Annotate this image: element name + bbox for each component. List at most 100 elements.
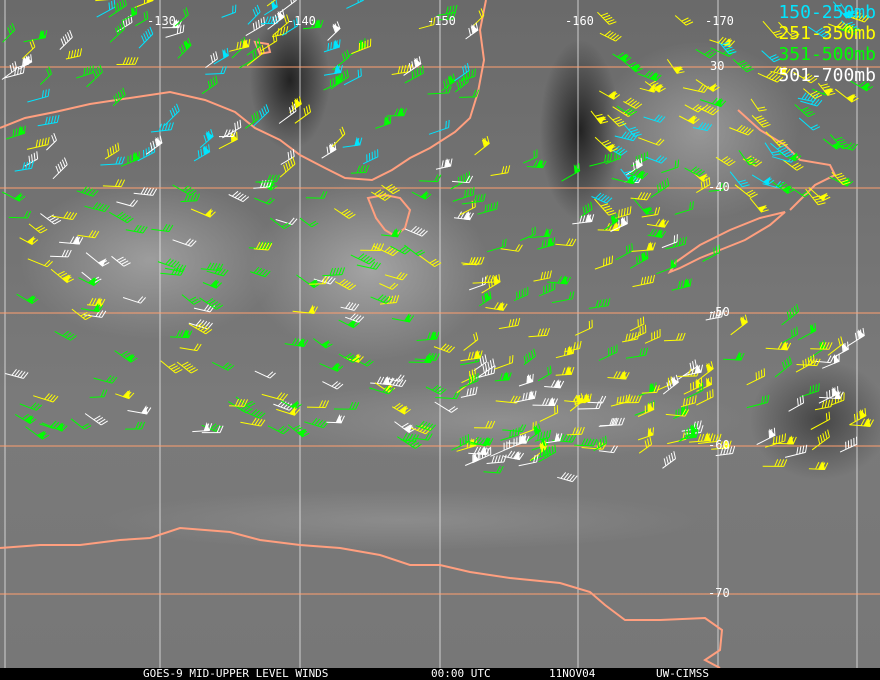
wind-barb: [831, 171, 851, 186]
wind-barb: [23, 29, 48, 43]
wind-barb: [121, 6, 138, 22]
wind-barb: [833, 142, 858, 151]
wind-barb: [350, 165, 370, 174]
wind-barb: [138, 26, 154, 49]
wind-barb: [692, 122, 713, 132]
wind-barb: [472, 446, 492, 464]
wind-barb: [404, 244, 426, 257]
wind-barb: [264, 0, 279, 16]
wind-barb: [751, 115, 771, 128]
wind-barb: [384, 271, 408, 281]
wind-barb: [37, 114, 60, 127]
wind-barb: [459, 373, 479, 389]
antarctica-coast: [0, 526, 724, 668]
wind-barb: [116, 57, 139, 65]
wind-barb: [599, 30, 622, 42]
wind-barb: [125, 421, 146, 430]
wind-barb: [454, 74, 469, 93]
wind-barb: [468, 436, 494, 446]
wind-barb: [778, 152, 802, 162]
wind-barb: [490, 165, 511, 176]
wind-barb: [381, 228, 402, 238]
wind-barb: [370, 294, 392, 304]
wind-barb: [248, 241, 273, 250]
wind-barb: [718, 42, 737, 55]
wind-barb: [15, 413, 37, 425]
wind-barb: [19, 235, 39, 246]
legend-150-250mb: 150-250mb: [778, 2, 876, 23]
wind-barb: [610, 394, 631, 407]
wind-barb: [751, 174, 775, 186]
wind-barb: [810, 341, 833, 350]
wind-barb: [729, 171, 750, 188]
wind-barb: [109, 211, 134, 224]
wind-barb: [304, 418, 329, 429]
wind-barb: [294, 104, 311, 124]
wind-barb: [229, 398, 248, 407]
wind-barb: [828, 21, 854, 32]
wind-barb: [133, 187, 158, 196]
wind-barb: [532, 396, 559, 407]
wind-barb: [674, 201, 694, 215]
wind-barb: [323, 64, 343, 76]
wind-barb: [641, 385, 660, 394]
wind-barb: [794, 104, 816, 118]
wind-barb: [188, 322, 213, 335]
wind-barb: [614, 131, 639, 142]
wind-barb: [623, 97, 643, 109]
wind-barb: [40, 213, 62, 225]
wind-barb: [16, 293, 39, 305]
wind-barb: [89, 389, 108, 398]
wind-barb: [211, 361, 235, 371]
wind-barb: [591, 192, 613, 204]
wind-barb: [418, 17, 436, 30]
wind-barb: [386, 107, 408, 117]
wind-barb: [33, 393, 59, 403]
wind-barb: [83, 309, 107, 318]
wind-barb: [78, 276, 100, 287]
longitude-label: -130: [147, 14, 176, 28]
wind-barb: [172, 238, 197, 247]
wind-barb: [822, 353, 840, 369]
wind-barb: [150, 122, 174, 133]
wind-barb: [333, 401, 360, 410]
wind-barb: [330, 69, 349, 90]
wind-barb: [530, 446, 550, 461]
wind-barb: [340, 301, 360, 311]
wind-barb: [474, 135, 490, 156]
footer-time: 00:00 UTC: [431, 667, 491, 680]
wind-barb: [201, 425, 224, 434]
wind-barb: [201, 75, 218, 95]
wind-barb: [611, 174, 639, 185]
wind-barb: [322, 267, 346, 277]
wind-barb: [338, 352, 360, 363]
tasmania-coast: [366, 193, 412, 238]
wind-barb: [738, 150, 757, 166]
wind-barb: [411, 190, 432, 200]
wind-barb: [71, 308, 93, 321]
wind-barb: [59, 29, 73, 50]
wind-barb: [811, 429, 830, 451]
wind-barb: [441, 73, 456, 92]
wind-barb: [500, 244, 523, 252]
wind-barb: [116, 199, 138, 207]
wind-barb: [555, 365, 575, 376]
wind-barb: [50, 249, 72, 258]
wind-barb: [313, 338, 333, 349]
wind-barb: [665, 408, 690, 417]
wind-barb: [327, 21, 341, 41]
wind-barb: [534, 429, 551, 442]
wind-barb: [174, 7, 189, 27]
wind-barb: [615, 243, 633, 261]
wind-barb: [199, 297, 224, 310]
wind-barb: [800, 383, 820, 398]
wind-barb: [705, 309, 724, 321]
wind-barb: [545, 432, 563, 444]
wind-barb: [6, 125, 26, 140]
wind-barb: [734, 184, 758, 198]
wind-barb: [599, 90, 621, 100]
wind-barb: [638, 382, 657, 397]
footer-date: 11NOV04: [549, 667, 596, 680]
wind-barb: [732, 58, 754, 73]
wind-barb: [112, 87, 126, 107]
